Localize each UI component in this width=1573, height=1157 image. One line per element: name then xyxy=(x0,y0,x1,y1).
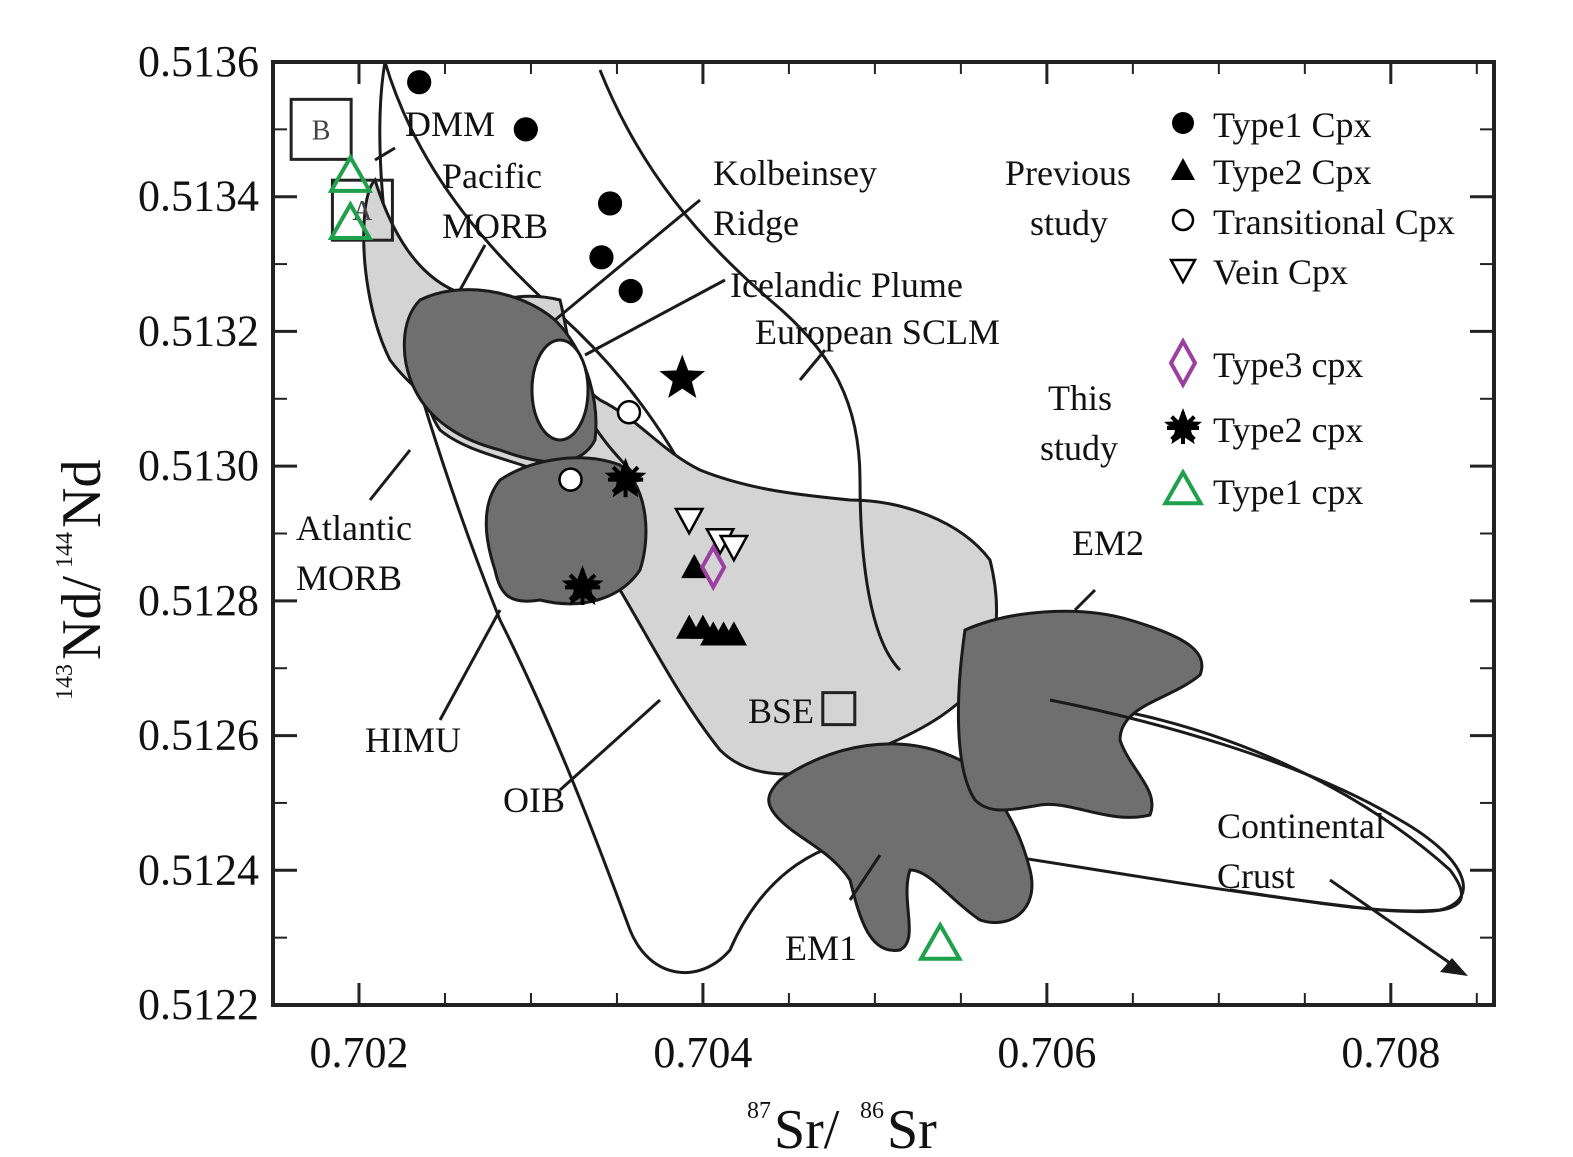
x-tick-label: 0.708 xyxy=(1341,1028,1440,1077)
y-tick-label: 0.5124 xyxy=(138,845,259,894)
data-point-asterisk xyxy=(604,457,647,498)
x-tick-label: 0.706 xyxy=(997,1028,1096,1077)
field-label-dmm: DMM xyxy=(405,104,495,144)
legend-marker-filled-triangle xyxy=(1171,158,1195,180)
data-point-open-triangle xyxy=(917,921,963,961)
data-point-filled-star xyxy=(659,354,706,398)
field-label-em1: EM1 xyxy=(785,928,857,968)
reference-box xyxy=(289,97,353,161)
field-label-pacific-morb-2: MORB xyxy=(442,206,548,246)
data-point-open-circle xyxy=(616,400,642,425)
asterisk-star xyxy=(561,565,604,606)
legend-entry-label: Type3 cpx xyxy=(1213,345,1363,385)
data-point-open-triangle xyxy=(327,200,374,241)
legend-marker-open-triangle xyxy=(1161,468,1205,506)
reference-box xyxy=(821,691,857,727)
data-point-filled-circle xyxy=(618,278,643,304)
y-tick-label: 0.5122 xyxy=(138,980,259,1029)
field-label-kolbeinsey-1: Kolbeinsey xyxy=(713,153,877,193)
y-tick-label: 0.5128 xyxy=(138,576,259,625)
field-label-oib: OIB xyxy=(503,780,565,820)
field-label-himu: HIMU xyxy=(365,720,461,760)
field-label-kolbeinsey-2: Ridge xyxy=(713,203,799,243)
x-title-base1: Sr/ xyxy=(774,1099,840,1152)
field-label-continental-2: Crust xyxy=(1217,856,1295,896)
data-point-filled-triangle xyxy=(720,621,748,646)
x-title-sup1: 87 xyxy=(747,1098,771,1124)
legend-marker-open-inverted-triangle xyxy=(1168,258,1198,285)
data-point-open-circle xyxy=(558,467,583,492)
y-title-base2: Nd xyxy=(51,460,113,528)
legend-marker-filled-circle xyxy=(1172,112,1194,134)
field-icelandic-plume xyxy=(598,69,902,672)
data-point-filled-circle xyxy=(597,191,623,216)
data-point-open-triangle xyxy=(327,153,374,193)
legend-marker-asterisk xyxy=(1163,408,1203,445)
data-points xyxy=(327,70,963,961)
field-label-european-sclm: European SCLM xyxy=(755,312,1000,352)
legend-marker-open-circle xyxy=(1171,208,1195,232)
x-tick-label: 0.704 xyxy=(653,1028,752,1077)
data-point-filled-circle xyxy=(589,245,614,270)
field-label-atlantic-morb-1: Atlantic xyxy=(296,508,412,548)
y-tick-label: 0.5132 xyxy=(138,306,259,355)
legend-group-previous-2: study xyxy=(1030,203,1108,243)
legend-entry-label: Type1 Cpx xyxy=(1213,105,1371,145)
x-tick-label: 0.702 xyxy=(309,1028,408,1077)
data-point-filled-triangle xyxy=(681,553,708,579)
legend-group-previous-1: Previous xyxy=(1005,153,1131,193)
x-title-base2: Sr xyxy=(887,1099,937,1152)
legend-marker-open-diamond xyxy=(1168,337,1198,389)
field-kolbeinsey xyxy=(530,338,590,442)
field-label-pacific-morb-1: Pacific xyxy=(442,156,542,196)
field-label-icelandic-plume: Icelandic Plume xyxy=(730,265,963,305)
leader-lines xyxy=(368,146,1468,976)
y-ticks: 0.5122 0.5124 0.5126 0.5128 0.5130 0.5132 0.51… xyxy=(138,37,1494,1029)
legend-entry-label: Type1 cpx xyxy=(1213,472,1363,512)
data-point-asterisk xyxy=(561,565,604,606)
field-himu xyxy=(484,456,648,606)
data-point-filled-circle xyxy=(407,70,432,95)
y-axis-title: 143 Nd/ 144 Nd xyxy=(51,460,113,700)
legend-entry-label: Transitional Cpx xyxy=(1213,202,1455,242)
legend: Previous study This study Type1 Cpx Type2… xyxy=(1005,105,1455,512)
field-labels: DMM Pacific MORB Kolbeinsey Ridge Icelan… xyxy=(296,104,1385,968)
y-tick-label: 0.5134 xyxy=(138,172,259,221)
field-label-continental-1: Continental xyxy=(1217,806,1385,846)
field-em1 xyxy=(767,742,1034,952)
legend-entry-label: Type2 cpx xyxy=(1213,410,1363,450)
x-title-sup2: 86 xyxy=(860,1098,884,1124)
y-title-sup1: 143 xyxy=(52,664,78,700)
legend-entries: Type1 Cpx Type2 Cpx Transitional Cpx Vein C… xyxy=(1161,105,1455,512)
data-point-open-inverted-triangle xyxy=(673,507,705,536)
y-tick-label: 0.5136 xyxy=(138,37,259,86)
legend-entry-label: Type2 Cpx xyxy=(1213,152,1371,192)
data-point-open-inverted-triangle xyxy=(718,534,750,563)
x-ticks: 0.702 0.704 0.706 0.708 xyxy=(309,62,1478,1077)
y-tick-label: 0.5130 xyxy=(138,441,259,490)
field-label-bse: BSE xyxy=(748,691,814,731)
y-title-base1: Nd/ xyxy=(51,576,113,660)
legend-group-this-1: This xyxy=(1048,378,1112,418)
field-label-atlantic-morb-2: MORB xyxy=(296,558,402,598)
asterisk-star xyxy=(604,457,647,498)
y-tick-label: 0.5126 xyxy=(138,711,259,760)
y-title-sup2: 144 xyxy=(52,532,78,568)
legend-entry-label: Vein Cpx xyxy=(1213,252,1348,292)
data-point-filled-circle xyxy=(513,117,538,142)
x-axis-title: 87 Sr/ 86 Sr xyxy=(747,1098,937,1157)
asterisk-star xyxy=(1163,408,1203,445)
data-point-open-diamond xyxy=(699,543,727,592)
legend-group-this-2: study xyxy=(1040,428,1118,468)
field-continental-crust xyxy=(1049,698,1465,913)
field-label-em2: EM2 xyxy=(1072,523,1144,563)
field-em2 xyxy=(956,609,1204,819)
reference-box-label: B xyxy=(312,115,331,146)
